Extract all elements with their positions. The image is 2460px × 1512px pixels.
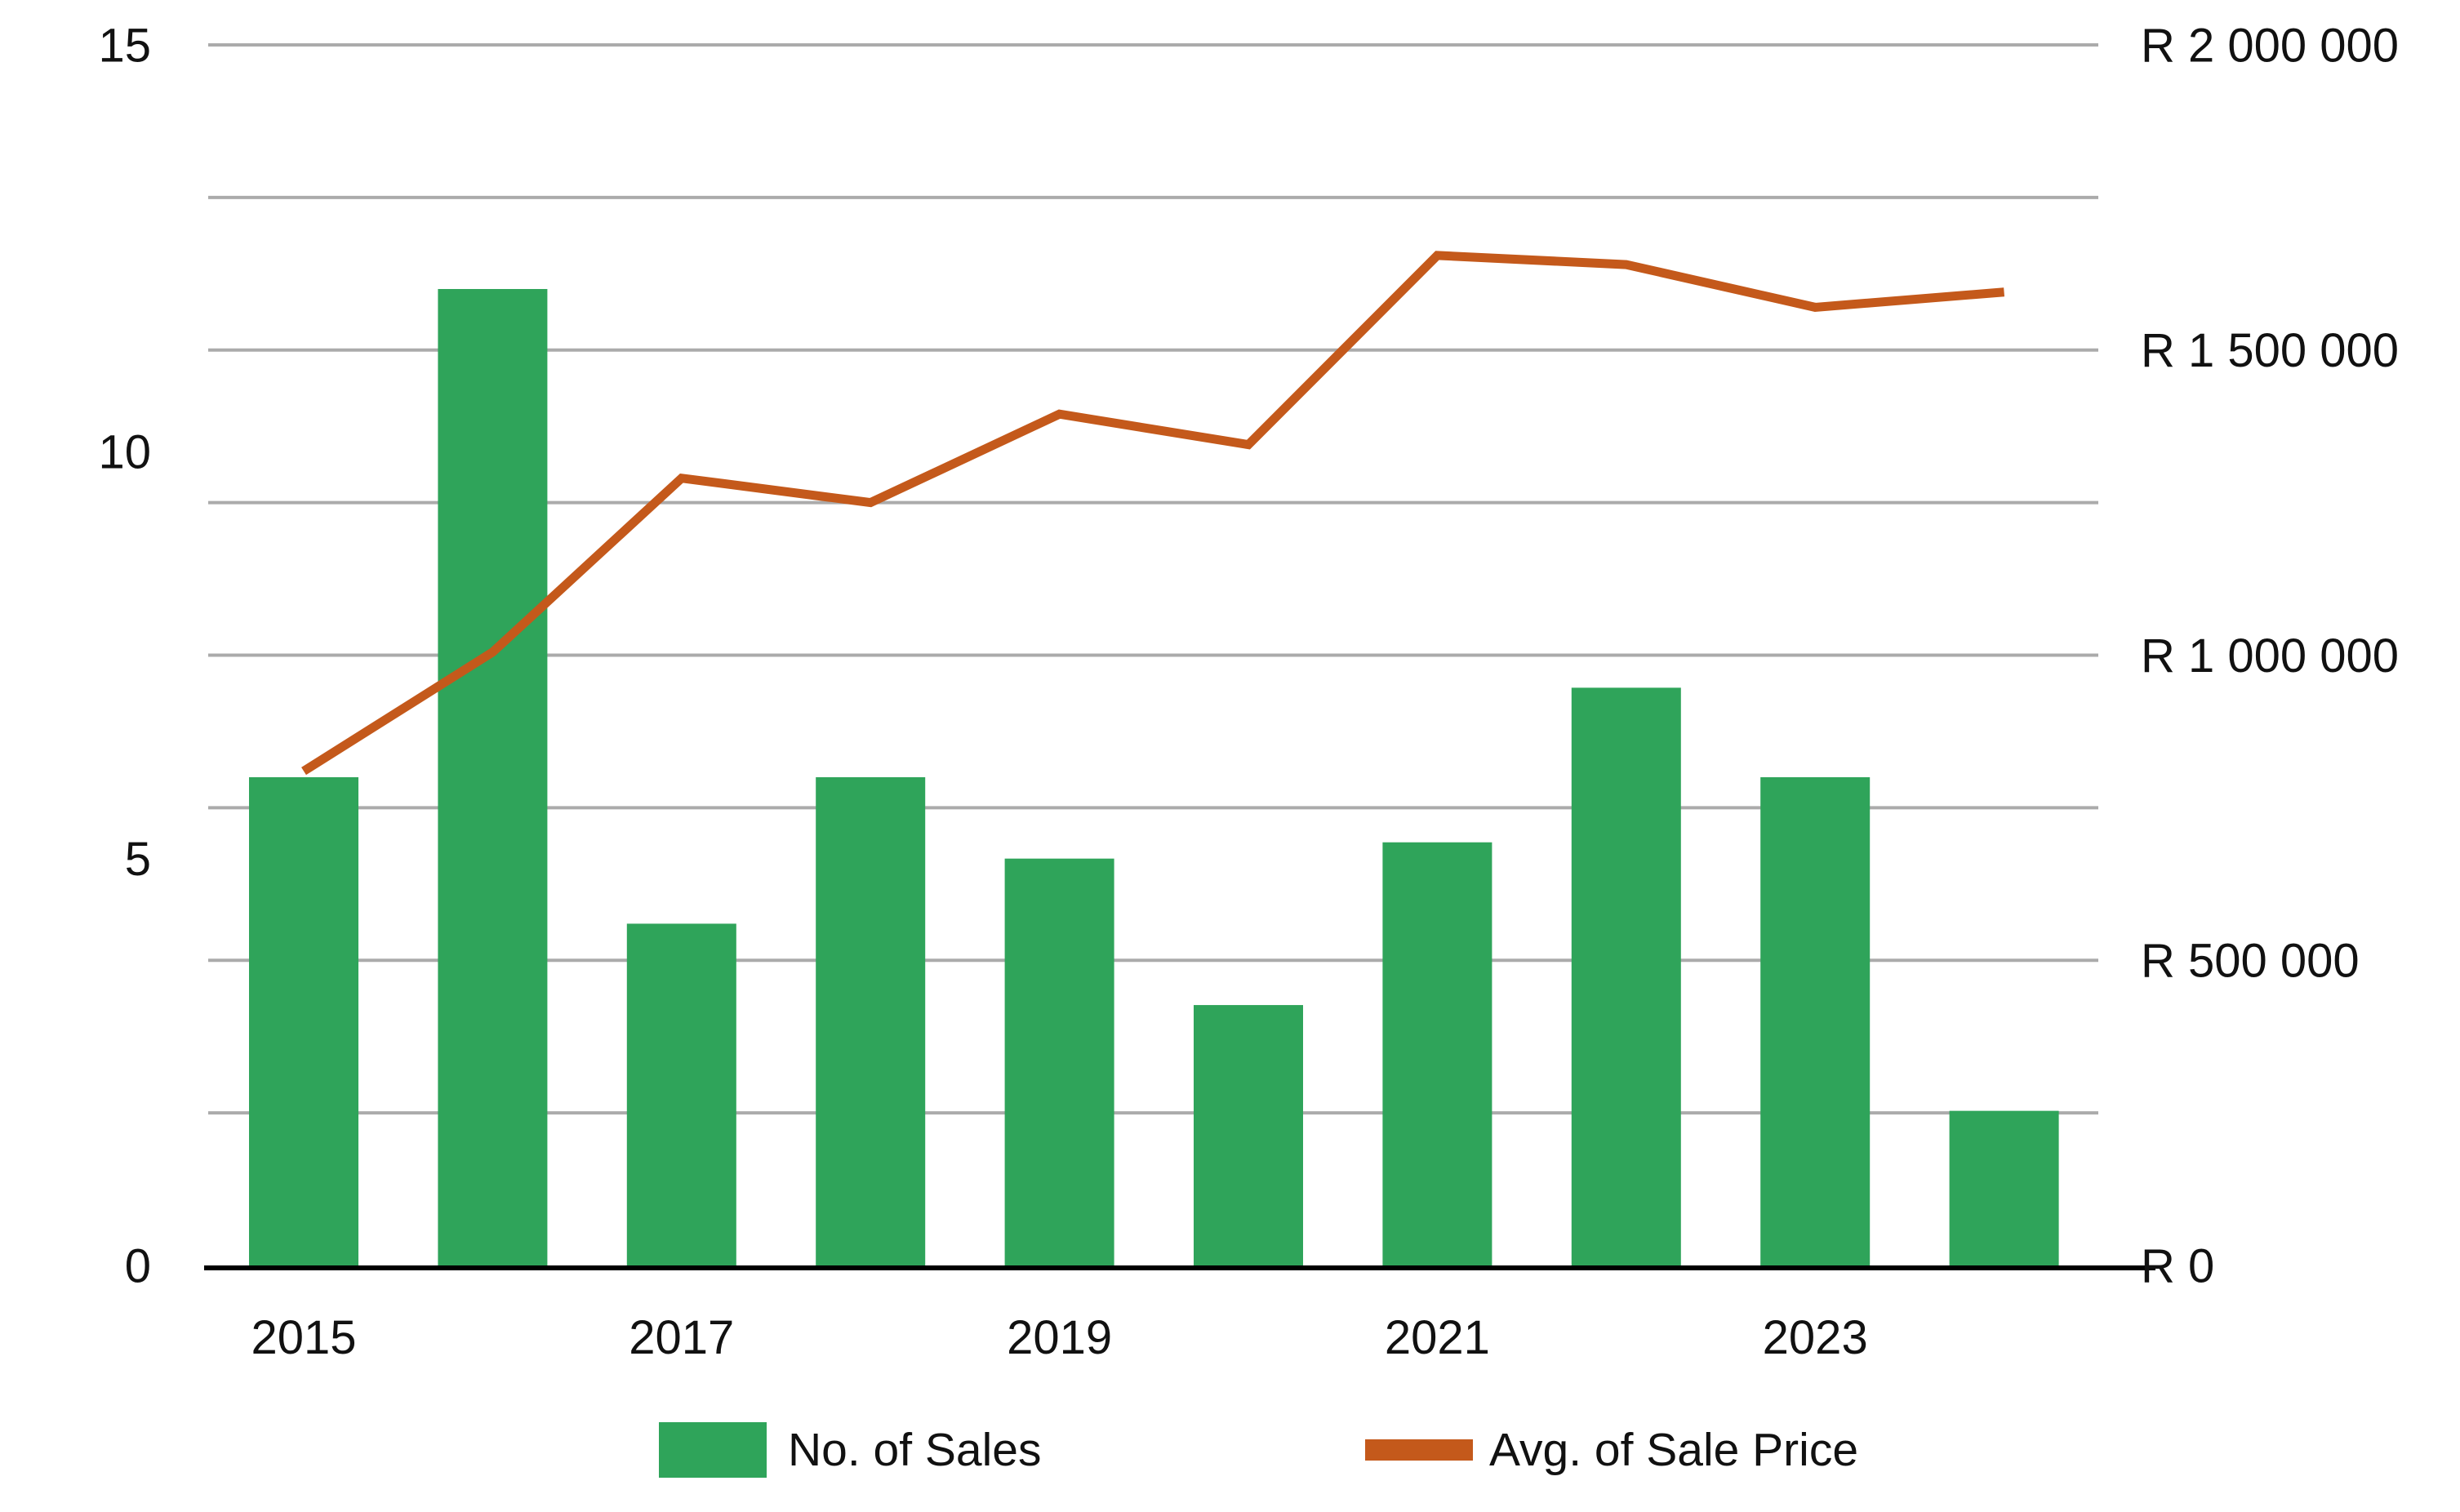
legend-item-no-of-sales[interactable]: No. of Sales: [659, 1422, 1042, 1478]
bar-2024[interactable]: [1949, 1110, 2059, 1265]
right-axis-tick-500000: R 500 000: [2141, 935, 2360, 988]
bar-2020[interactable]: [1194, 1005, 1303, 1265]
right-axis-tick-1500000: R 1 500 000: [2141, 324, 2399, 377]
legend-item-avg-sale-price[interactable]: Avg. of Sale Price: [1365, 1422, 1858, 1478]
chart-legend: No. of Sales Avg. of Sale Price: [0, 1422, 2460, 1478]
left-axis-tick-10: 10: [98, 426, 151, 479]
x-axis-tick-2019: 2019: [1007, 1311, 1112, 1364]
legend-swatch-bar: [659, 1422, 767, 1478]
x-axis-tick-2023: 2023: [1763, 1311, 1868, 1364]
x-axis-tick-2017: 2017: [629, 1311, 734, 1364]
legend-swatch-line: [1365, 1439, 1473, 1461]
avg-sale-price-line[interactable]: [301, 251, 2005, 776]
bar-2016[interactable]: [438, 289, 548, 1265]
left-axis-tick-0: 0: [125, 1239, 151, 1292]
legend-label-avg-sale-price: Avg. of Sale Price: [1489, 1424, 1859, 1476]
x-axis-tick-2021: 2021: [1385, 1311, 1490, 1364]
bar-2022[interactable]: [1571, 687, 1681, 1265]
bar-2023[interactable]: [1760, 777, 1871, 1265]
left-axis-tick-15: 15: [98, 19, 151, 72]
left-axis-tick-5: 5: [125, 833, 151, 886]
x-axis-tick-2015: 2015: [251, 1311, 356, 1364]
right-axis-tick-2000000: R 2 000 000: [2141, 19, 2399, 72]
right-axis-tick-0: R 0: [2141, 1239, 2214, 1292]
bar-2015[interactable]: [249, 777, 358, 1265]
bar-2018[interactable]: [816, 777, 926, 1265]
legend-label-no-of-sales: No. of Sales: [788, 1424, 1042, 1476]
bar-2021[interactable]: [1382, 842, 1492, 1265]
right-axis-tick-1000000: R 1 000 000: [2141, 629, 2399, 683]
bar-2017[interactable]: [626, 923, 736, 1265]
bar-2019[interactable]: [1004, 858, 1114, 1265]
